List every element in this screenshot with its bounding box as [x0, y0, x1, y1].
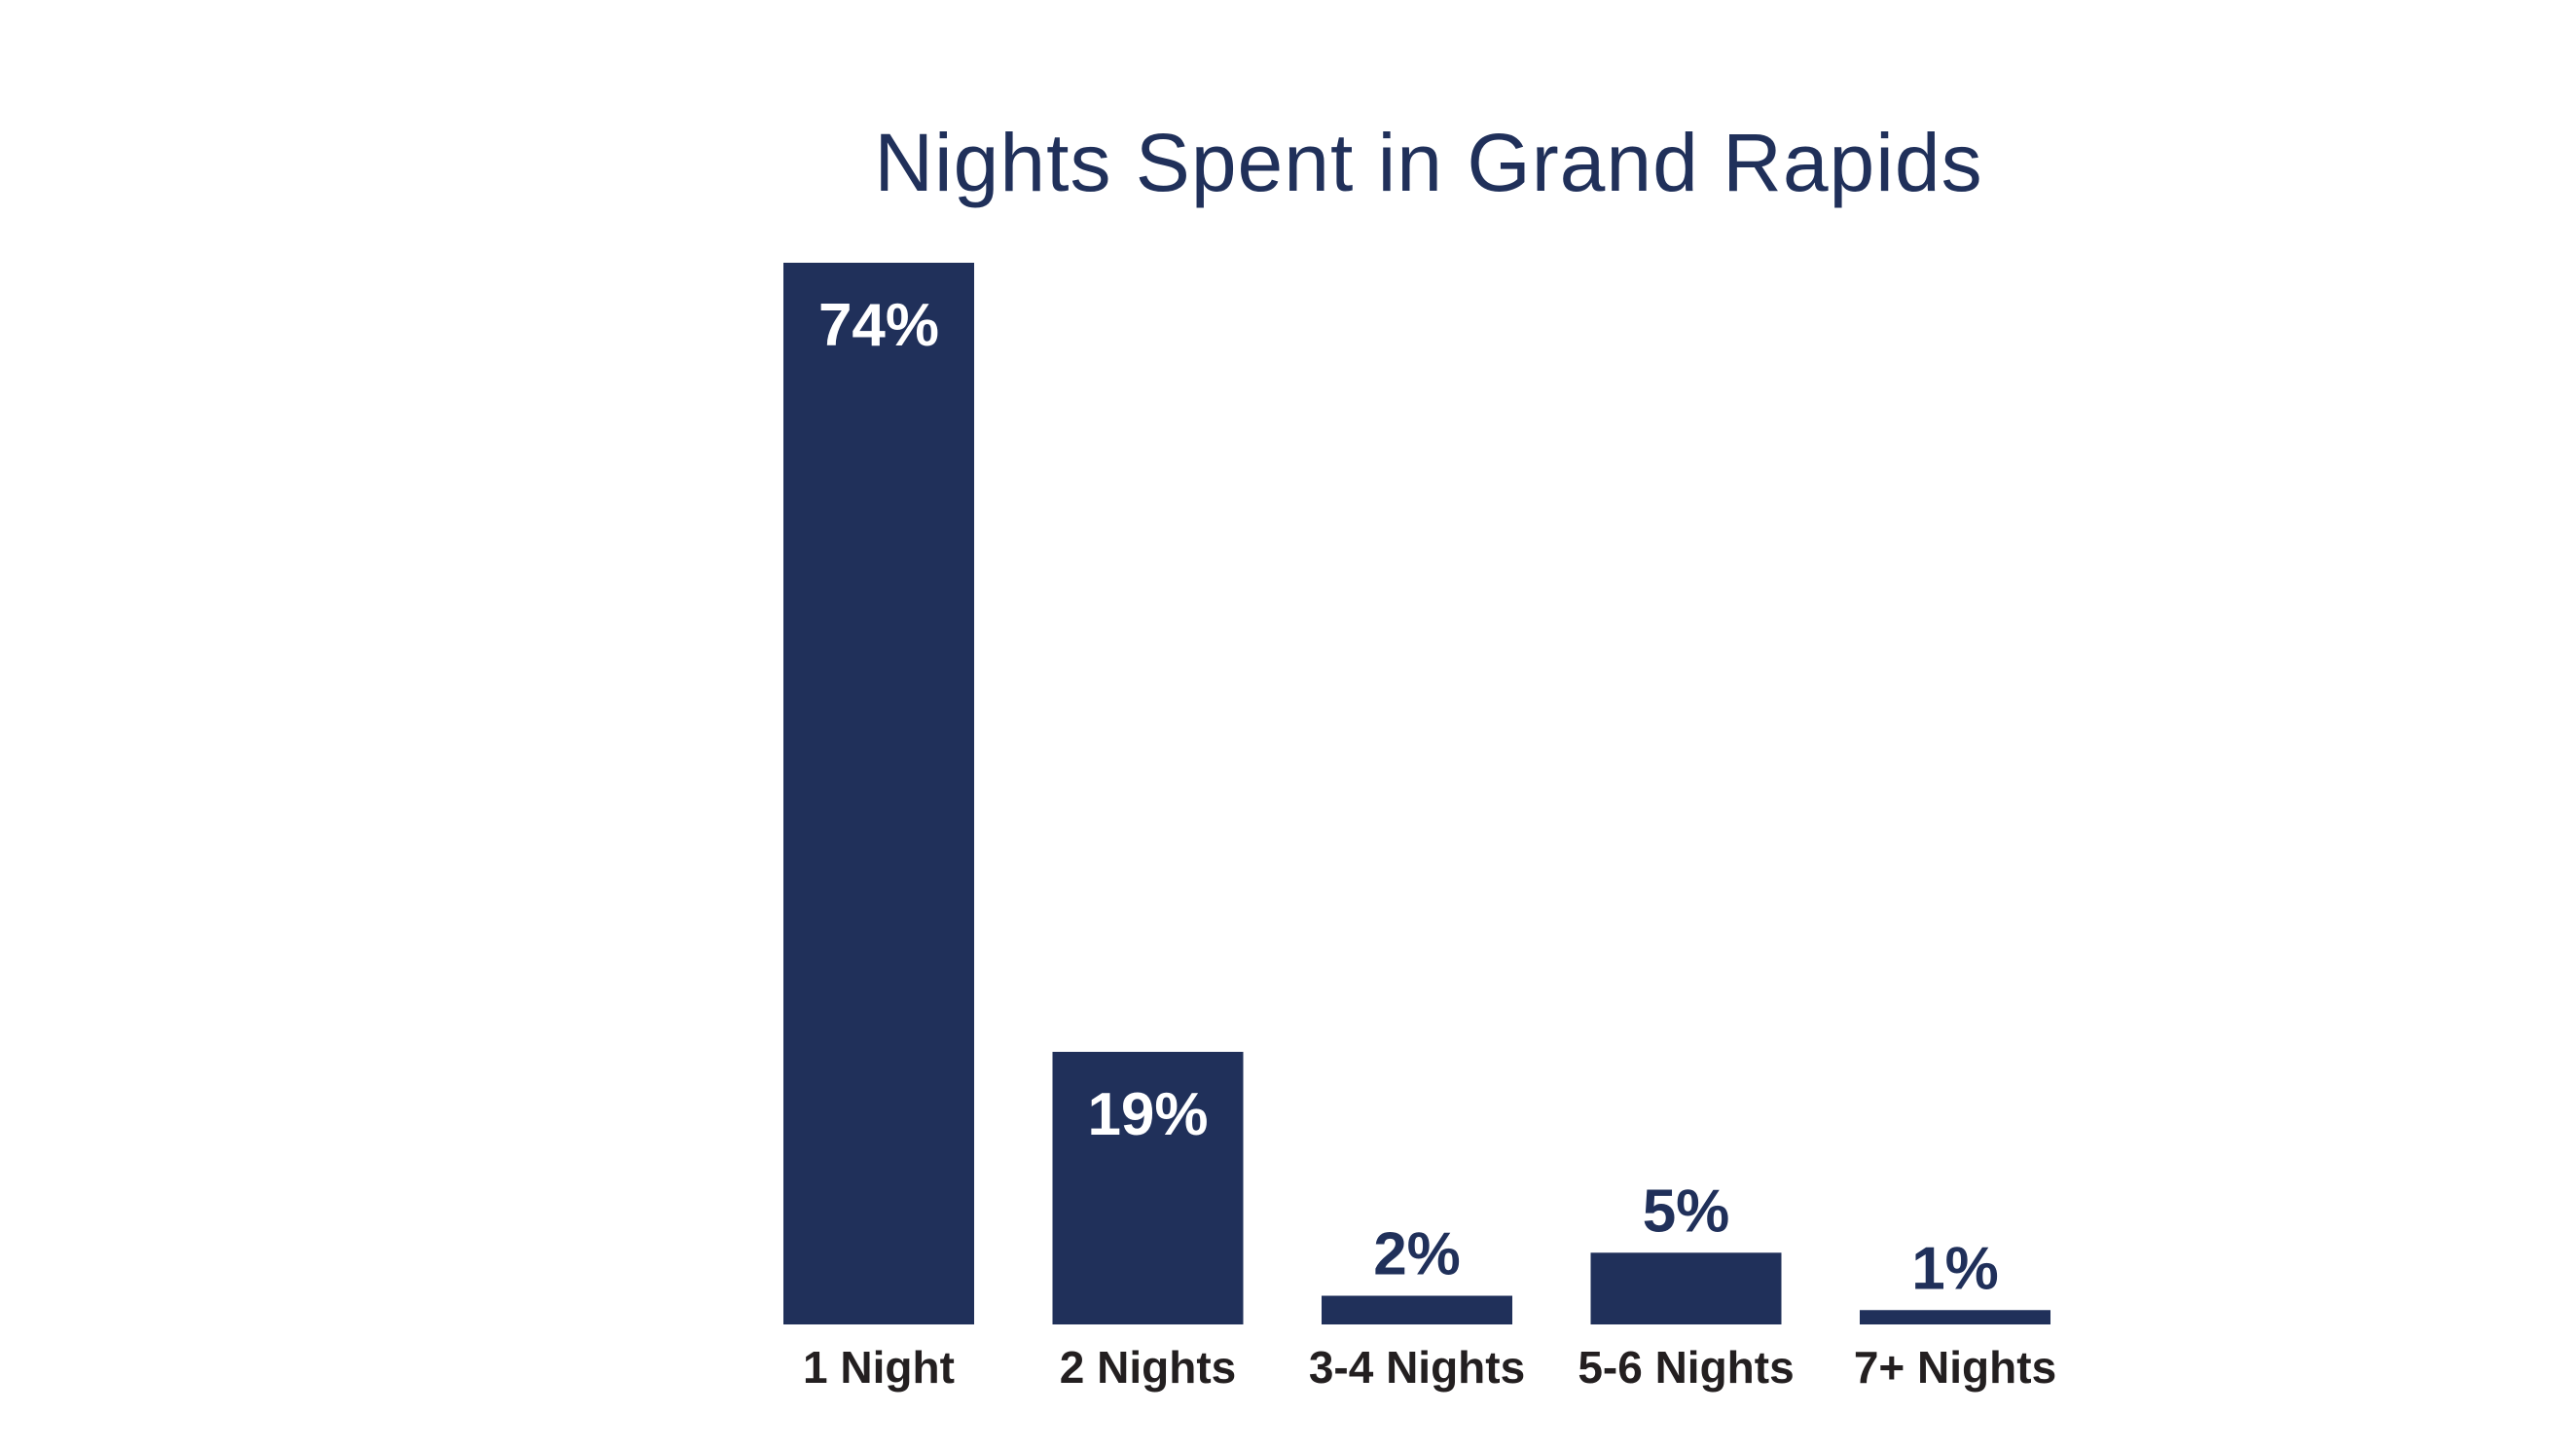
bars-group [783, 263, 2050, 1324]
category-label: 3-4 Nights [1309, 1342, 1525, 1393]
category-label: 5-6 Nights [1578, 1342, 1794, 1393]
value-label: 5% [1643, 1177, 1730, 1245]
category-label: 2 Nights [1060, 1342, 1236, 1393]
bar-3-4-nights [1322, 1295, 1512, 1324]
chart-title: Nights Spent in Grand Rapids [874, 117, 1982, 208]
bar-2-nights [1052, 1051, 1244, 1324]
category-labels-group: 1 Night 2 Nights 3-4 Nights 5-6 Nights 7+ Ni… [803, 1342, 2056, 1393]
category-label: 7+ Nights [1854, 1342, 2056, 1393]
category-label: 1 Night [803, 1342, 955, 1393]
value-label: 1% [1911, 1235, 1999, 1302]
value-labels-group: 74% 19% 2% 5% 1% [818, 292, 1999, 1302]
value-label: 74% [818, 292, 939, 359]
value-label: 19% [1087, 1081, 1208, 1148]
bar-1-night [783, 263, 974, 1324]
value-label: 2% [1373, 1221, 1461, 1288]
bar-5-6-nights [1590, 1252, 1782, 1324]
bar-7-nights [1860, 1310, 2050, 1324]
